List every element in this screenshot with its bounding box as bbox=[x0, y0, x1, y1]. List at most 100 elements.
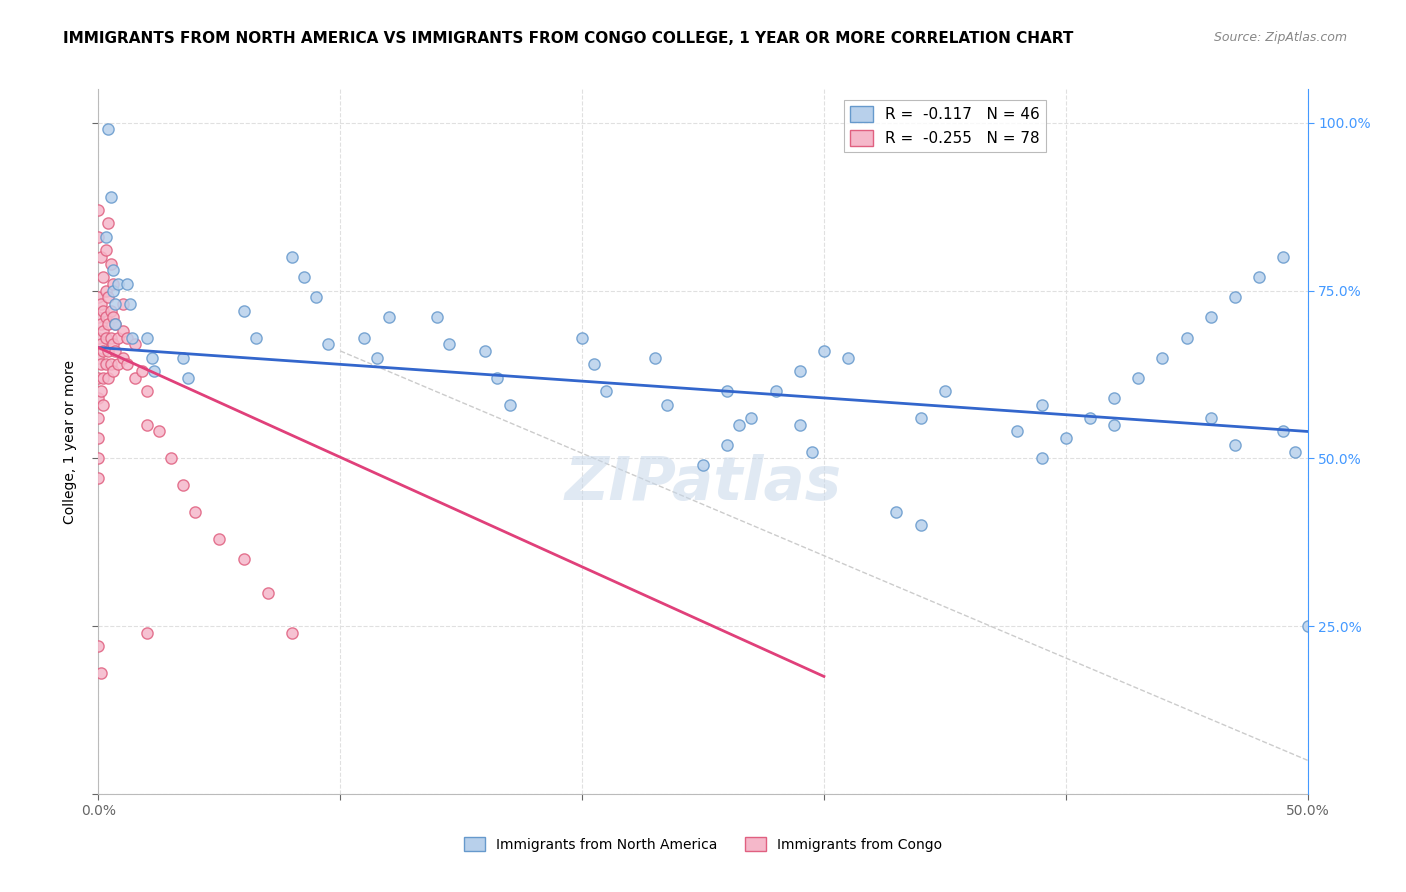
Point bbox=[121, 330, 143, 344]
Point bbox=[117, 357, 139, 371]
Point bbox=[91, 343, 114, 358]
Point bbox=[135, 384, 157, 399]
Point bbox=[91, 324, 114, 338]
Point bbox=[124, 371, 146, 385]
Point bbox=[111, 351, 134, 365]
Point bbox=[1249, 270, 1271, 285]
Point bbox=[1199, 310, 1222, 325]
Point bbox=[90, 250, 112, 264]
Point bbox=[232, 552, 254, 566]
Point bbox=[101, 263, 124, 277]
Point bbox=[87, 310, 110, 325]
Point bbox=[87, 330, 110, 344]
Point bbox=[135, 417, 157, 432]
Text: IMMIGRANTS FROM NORTH AMERICA VS IMMIGRANTS FROM CONGO COLLEGE, 1 YEAR OR MORE C: IMMIGRANTS FROM NORTH AMERICA VS IMMIGRA… bbox=[63, 31, 1074, 46]
Point bbox=[595, 384, 617, 399]
Point bbox=[148, 425, 170, 439]
Point bbox=[107, 357, 129, 371]
Y-axis label: College, 1 year or more: College, 1 year or more bbox=[63, 359, 77, 524]
Point bbox=[208, 532, 231, 546]
Point bbox=[1152, 351, 1174, 365]
Point bbox=[87, 391, 110, 405]
Point bbox=[117, 277, 139, 291]
Point bbox=[1272, 250, 1295, 264]
Point bbox=[97, 290, 120, 304]
Point bbox=[765, 384, 787, 399]
Point bbox=[910, 518, 932, 533]
Point bbox=[87, 411, 110, 425]
Point bbox=[94, 330, 117, 344]
Point bbox=[87, 431, 110, 445]
Point bbox=[94, 284, 117, 298]
Point bbox=[118, 297, 141, 311]
Point bbox=[1054, 431, 1077, 445]
Point bbox=[1284, 444, 1306, 458]
Point bbox=[87, 471, 110, 485]
Point bbox=[655, 398, 678, 412]
Point bbox=[245, 330, 267, 344]
Point bbox=[107, 330, 129, 344]
Point bbox=[789, 364, 811, 378]
Point bbox=[583, 357, 606, 371]
Point bbox=[104, 317, 127, 331]
Point bbox=[100, 357, 122, 371]
Point bbox=[131, 364, 153, 378]
Point bbox=[91, 270, 114, 285]
Point bbox=[101, 277, 124, 291]
Point bbox=[90, 384, 112, 399]
Point bbox=[1007, 425, 1029, 439]
Point bbox=[135, 330, 157, 344]
Point bbox=[172, 478, 194, 492]
Point bbox=[353, 330, 375, 344]
Point bbox=[90, 317, 112, 331]
Point bbox=[100, 257, 122, 271]
Point bbox=[837, 351, 859, 365]
Point bbox=[104, 317, 127, 331]
Point bbox=[886, 505, 908, 519]
Point bbox=[910, 411, 932, 425]
Point bbox=[1078, 411, 1101, 425]
Point bbox=[87, 290, 110, 304]
Point bbox=[91, 371, 114, 385]
Point bbox=[716, 438, 738, 452]
Point bbox=[90, 357, 112, 371]
Point bbox=[486, 371, 509, 385]
Point bbox=[90, 337, 112, 351]
Point bbox=[316, 337, 339, 351]
Point bbox=[1102, 417, 1125, 432]
Point bbox=[107, 277, 129, 291]
Point bbox=[800, 444, 823, 458]
Point bbox=[177, 371, 200, 385]
Point bbox=[1031, 451, 1053, 466]
Point bbox=[143, 364, 166, 378]
Point bbox=[104, 343, 127, 358]
Point bbox=[87, 202, 110, 217]
Point bbox=[111, 297, 134, 311]
Point bbox=[498, 398, 520, 412]
Point bbox=[94, 230, 117, 244]
Point bbox=[94, 310, 117, 325]
Point bbox=[1272, 425, 1295, 439]
Point bbox=[100, 189, 122, 203]
Point bbox=[97, 317, 120, 331]
Point bbox=[184, 505, 207, 519]
Point bbox=[232, 303, 254, 318]
Point bbox=[437, 337, 460, 351]
Point bbox=[740, 411, 762, 425]
Point bbox=[87, 351, 110, 365]
Point bbox=[256, 585, 278, 599]
Point bbox=[305, 290, 328, 304]
Point bbox=[94, 357, 117, 371]
Point bbox=[87, 230, 110, 244]
Point bbox=[292, 270, 315, 285]
Point bbox=[813, 343, 835, 358]
Point bbox=[97, 343, 120, 358]
Point bbox=[87, 371, 110, 385]
Point bbox=[281, 625, 304, 640]
Text: ZIPatlas: ZIPatlas bbox=[564, 454, 842, 513]
Legend: Immigrants from North America, Immigrants from Congo: Immigrants from North America, Immigrant… bbox=[458, 831, 948, 857]
Point bbox=[101, 284, 124, 298]
Point bbox=[97, 371, 120, 385]
Point bbox=[97, 122, 120, 136]
Point bbox=[692, 458, 714, 472]
